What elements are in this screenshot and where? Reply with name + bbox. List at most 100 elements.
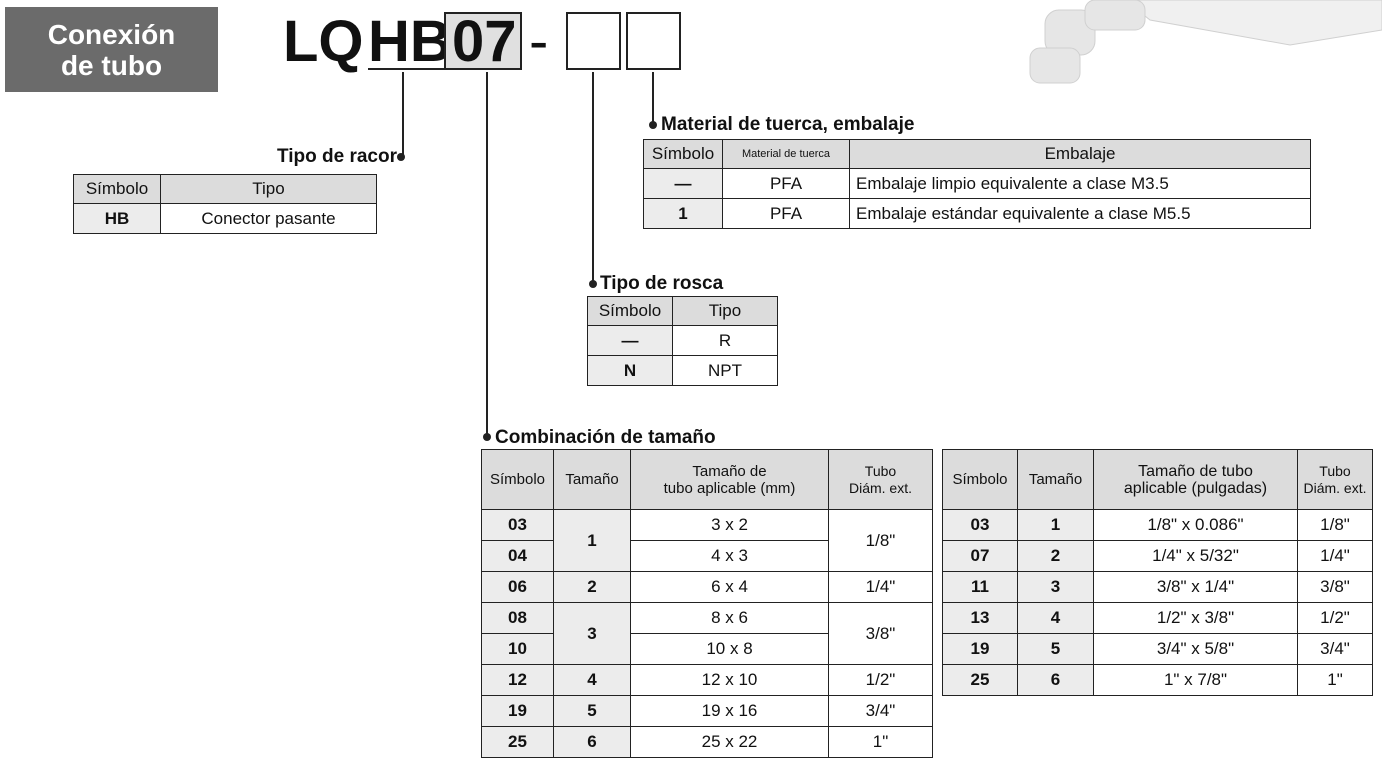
table-cell: 1/4" (828, 571, 933, 603)
table-cell: 6 (553, 726, 631, 758)
leader-dot (397, 153, 405, 161)
table-cell: 12 x 10 (630, 664, 829, 696)
table-cell: 1/4" x 5/32" (1093, 540, 1298, 572)
label: tubo aplicable (mm) (663, 479, 796, 497)
code-box (444, 12, 522, 70)
label: Diám. ext. (1303, 479, 1367, 496)
table-cell: 2 (553, 571, 631, 603)
table-cell: 8 x 6 (630, 602, 829, 634)
table-row: 06 2 6 x 4 1/4" (481, 571, 933, 603)
product-image (1029, 0, 1382, 84)
table-row: 25 6 1" x 7/8" 1" (942, 664, 1373, 696)
shape (1124, 0, 1382, 46)
label: LQ (283, 9, 364, 74)
code-box (566, 12, 621, 70)
header-cell: Símbolo (942, 449, 1018, 510)
table-cell: 3/8" (828, 602, 933, 665)
table-cell: 1" (1297, 664, 1373, 696)
table-cell: 03 (481, 509, 554, 541)
label: Combinación de tamaño (495, 427, 716, 448)
table-cell: 25 x 22 (630, 726, 829, 758)
header-cell: Material de tuerca (722, 139, 850, 169)
thread-table: Símbolo Tipo — R N NPT (587, 296, 778, 386)
label: Conexión (47, 18, 176, 50)
table-row: — PFA Embalaje limpio equivalente a clase … (643, 168, 1311, 199)
header-cell: Símbolo (643, 139, 723, 169)
table-cell: 3/4" x 5/8" (1093, 633, 1298, 665)
table-cell: NPT (672, 355, 778, 386)
leader-dot (483, 433, 491, 441)
table-row: 03 1 3 x 2 1/8" (481, 509, 933, 572)
table-cell: 13 (942, 602, 1018, 634)
table-row: 1 PFA Embalaje estándar equivalente a clas… (643, 198, 1311, 229)
table-cell: 3/8" (1297, 571, 1373, 603)
table-row: 19 5 3/4" x 5/8" 3/4" (942, 633, 1373, 665)
table-cell: Conector pasante (160, 203, 377, 234)
table-cell: 12 (481, 664, 554, 696)
label: Tubo (1319, 462, 1351, 479)
table-cell: 1/8" (828, 509, 933, 572)
header-cell: Tamaño (1017, 449, 1094, 510)
label: Tamaño de tubo (1138, 462, 1253, 480)
table-cell: 19 x 16 (630, 695, 829, 727)
header-cell: Símbolo (587, 296, 673, 326)
table-cell: 1" (828, 726, 933, 758)
table-cell: 10 (481, 633, 554, 665)
table-row: Símbolo Tamaño Tamaño de tubo aplicable (m… (481, 449, 933, 510)
table-row: 12 4 12 x 10 1/2" (481, 664, 933, 696)
header-cell: Tubo Diám. ext. (1297, 449, 1373, 510)
table-row: 19 5 19 x 16 3/4" (481, 695, 933, 727)
table-row: 11 3 3/8" x 1/4" 3/8" (942, 571, 1373, 603)
table-cell: 6 x 4 (630, 571, 829, 603)
table-cell: — (643, 168, 723, 199)
table-cell: 3/4" (1297, 633, 1373, 665)
table-row: 13 4 1/2" x 3/8" 1/2" (942, 602, 1373, 634)
header-cell: Tubo Diám. ext. (828, 449, 933, 510)
table-cell: 1" x 7/8" (1093, 664, 1298, 696)
nut-material-table: Símbolo Material de tuerca Embalaje — PFA Em… (643, 139, 1311, 229)
size-inch-table: Símbolo Tamaño Tamaño de tubo aplicable (p… (942, 449, 1373, 696)
shape (397, 121, 657, 441)
table-row: Símbolo Material de tuerca Embalaje (643, 139, 1311, 169)
label: de tubo (60, 49, 163, 81)
table-row: N NPT (587, 355, 778, 386)
shape (402, 72, 654, 437)
table-cell: 04 (481, 540, 554, 572)
header-cell: Tipo (160, 174, 377, 204)
table-row: Símbolo Tipo (587, 296, 778, 326)
header-cell: Tamaño de tubo aplicable (pulgadas) (1093, 449, 1298, 510)
table-cell: 1/8" x 0.086" (1093, 509, 1298, 541)
table-row: 07 2 1/4" x 5/32" 1/4" (942, 540, 1373, 572)
table-row: HB Conector pasante (73, 203, 377, 234)
table-cell: R (672, 325, 778, 356)
table-cell: 25 (942, 664, 1018, 696)
header-cell: Símbolo (481, 449, 554, 510)
table-cell: 1/8" (1297, 509, 1373, 541)
table-cell: 1/2" x 3/8" (1093, 602, 1298, 634)
label: Material de tuerca, embalaje (661, 114, 915, 135)
label: - (529, 9, 549, 74)
table-cell: 11 (942, 571, 1018, 603)
table-cell: — (587, 325, 673, 356)
label: HB (368, 9, 452, 74)
shape (1084, 0, 1146, 31)
table-row: 25 6 25 x 22 1" (481, 726, 933, 758)
header-cell: Símbolo (73, 174, 161, 204)
label: Tubo (864, 462, 897, 479)
table-cell: 5 (553, 695, 631, 727)
table-cell: 1 (553, 509, 631, 572)
table-cell: 1 (1017, 509, 1094, 541)
table-cell: 4 (1017, 602, 1094, 634)
table-cell: 1/4" (1297, 540, 1373, 572)
table-row: 04 4 x 3 (481, 540, 933, 572)
table-cell: PFA (722, 198, 850, 229)
table-cell: 19 (481, 695, 554, 727)
table-cell: Embalaje estándar equivalente a clase M5… (849, 198, 1311, 229)
table-cell: N (587, 355, 673, 386)
badge: Conexión de tubo (5, 7, 218, 92)
label: Tipo de rosca (600, 273, 724, 294)
code-box (626, 12, 681, 70)
table-cell: 19 (942, 633, 1018, 665)
